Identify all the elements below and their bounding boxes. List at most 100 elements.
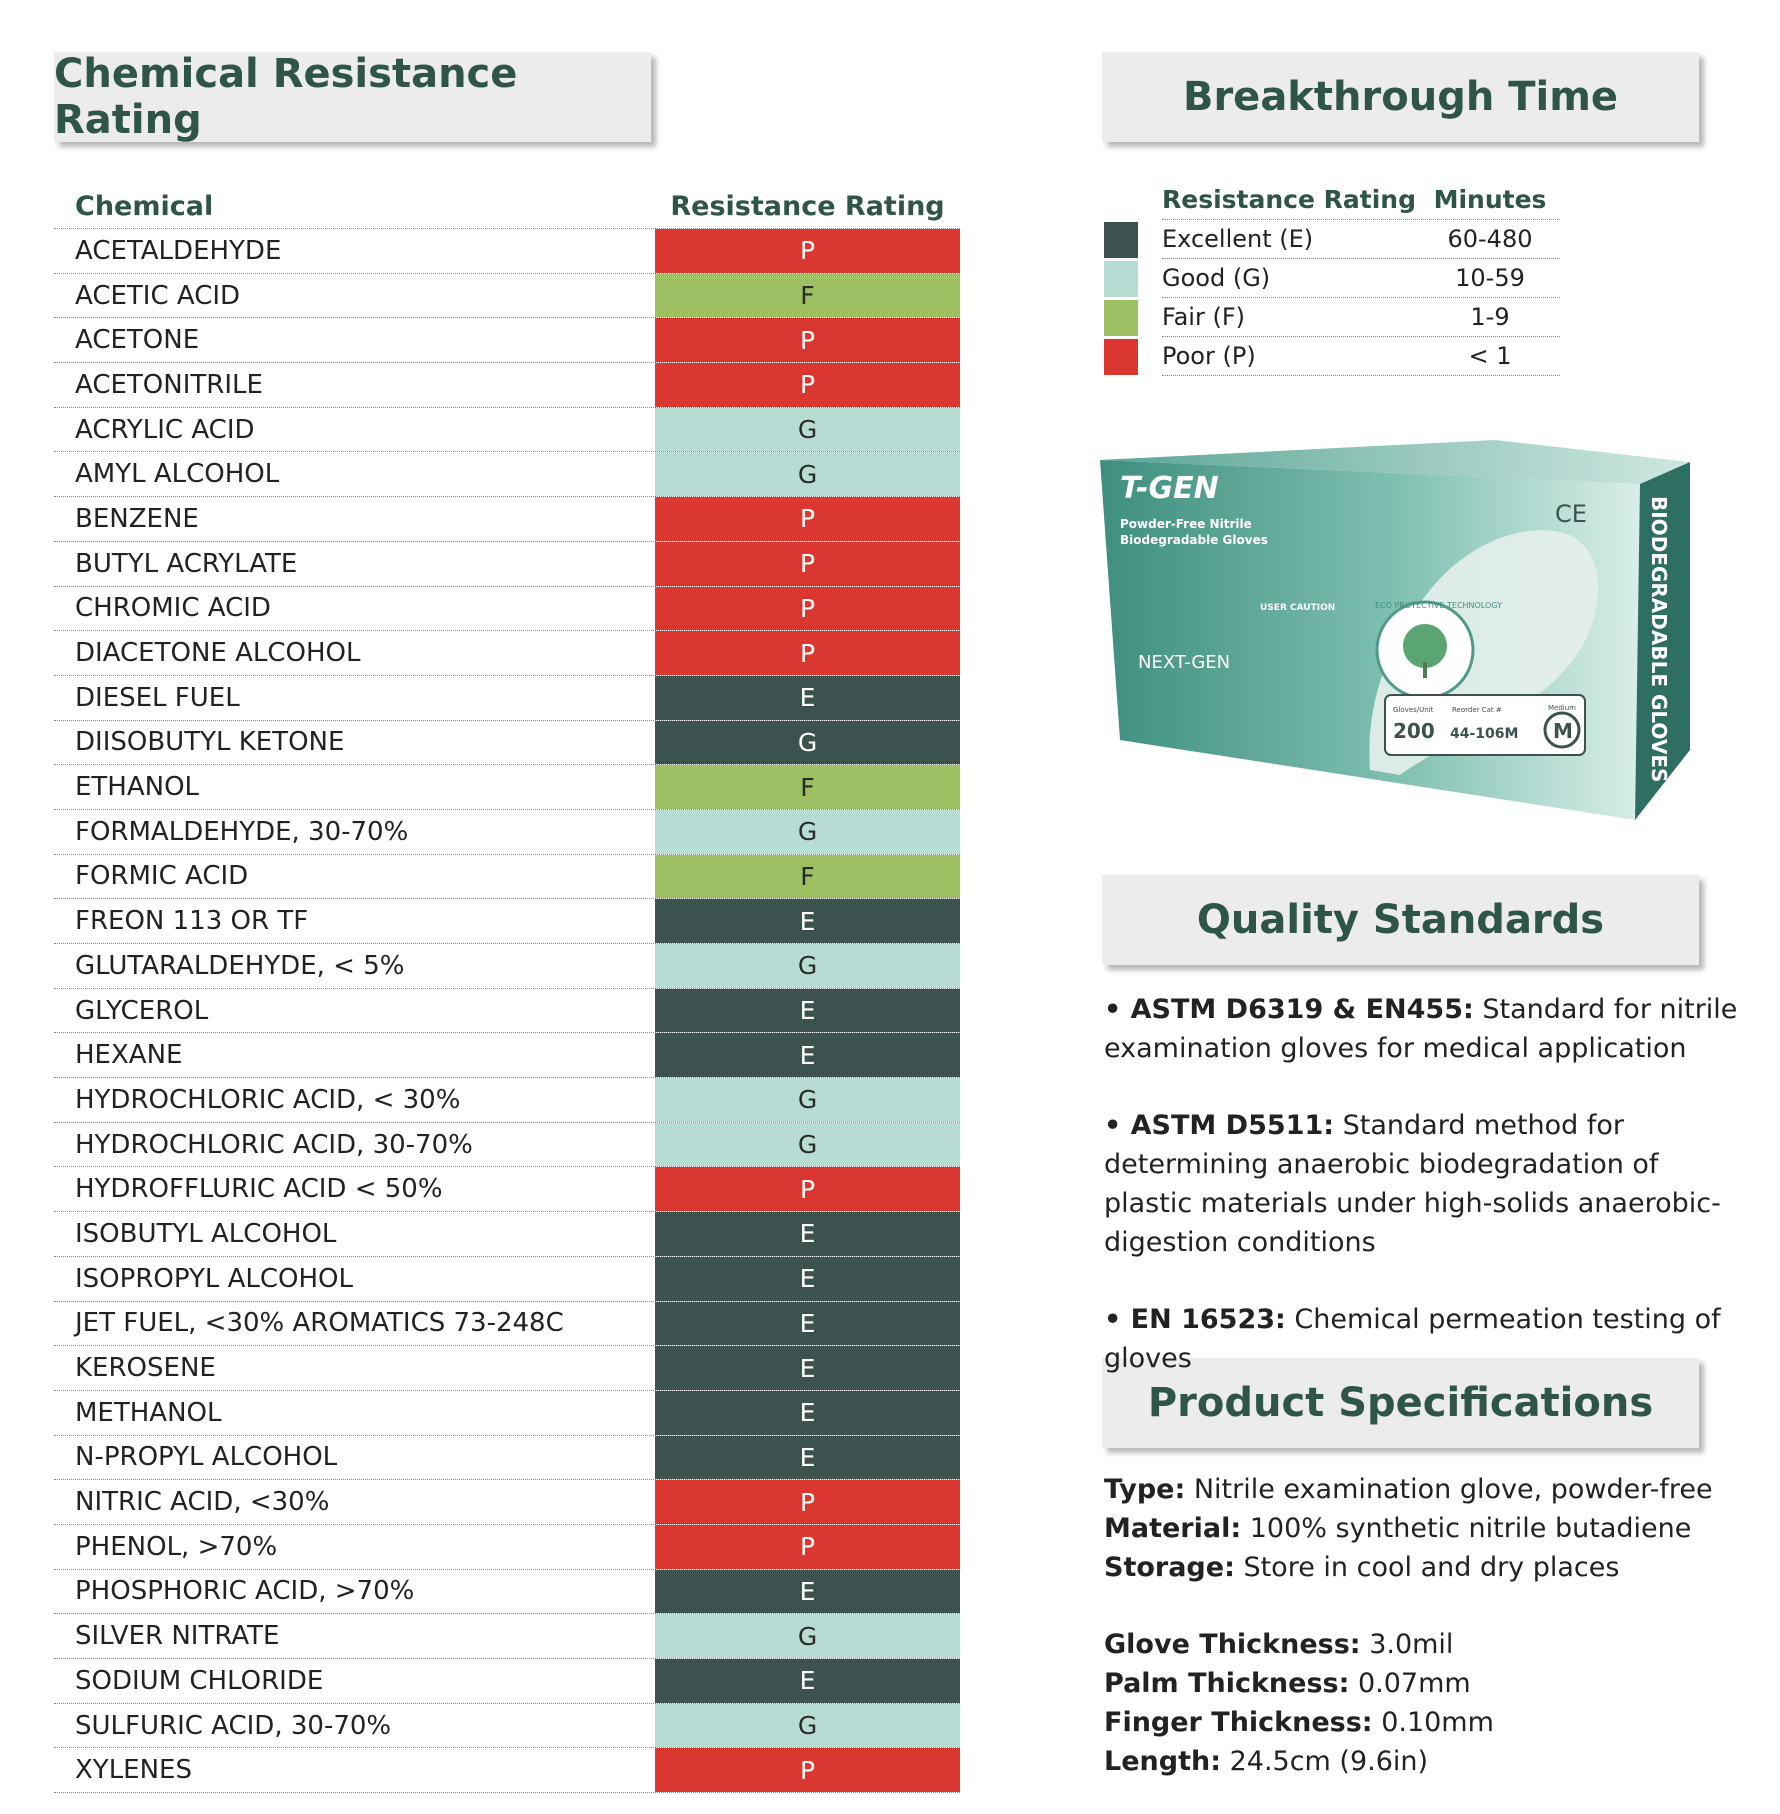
table-row: PHENOL, >70% P (54, 1524, 960, 1570)
spec-label: Length: (1104, 1746, 1221, 1777)
chemical-name: DIISOBUTYL KETONE (75, 727, 345, 758)
resistance-rating: E (655, 675, 960, 720)
box-side-face (1635, 462, 1690, 820)
resistance-rating: F (655, 854, 960, 899)
table-row: HEXANE E (54, 1033, 960, 1079)
resistance-rating: E (655, 1659, 960, 1703)
resistance-rating: F (655, 273, 960, 318)
spec-value: 24.5cm (9.6in) (1221, 1746, 1429, 1777)
chemical-name: ETHANOL (75, 772, 200, 803)
box-side-label: BIODEGRADABLE GLOVES (1647, 496, 1671, 782)
tree-icon (1403, 624, 1447, 668)
size-badge (1543, 711, 1581, 749)
chemical-name: SULFURIC ACID, 30-70% (75, 1710, 392, 1741)
spec-value: 0.07mm (1349, 1668, 1471, 1699)
chemical-name: METHANOL (75, 1397, 222, 1428)
chemical-name: DIACETONE ALCOHOL (75, 638, 361, 669)
resistance-rating: P (655, 497, 960, 541)
legend-label: Poor (P) (1162, 342, 1256, 370)
table-row: FREON 113 OR TF E (54, 899, 960, 944)
resistance-rating: P (655, 631, 960, 675)
chemical-name: FORMIC ACID (75, 861, 249, 892)
table-row: SODIUM CHLORIDE E (54, 1659, 960, 1704)
spec-value: Nitrile examination glove, powder-free (1185, 1474, 1713, 1505)
legend-header-row: Resistance Rating Minutes (1162, 180, 1560, 220)
spec-value: 100% synthetic nitrile butadiene (1241, 1513, 1692, 1544)
resistance-rating: P (655, 229, 960, 273)
chemical-name: SODIUM CHLORIDE (75, 1665, 324, 1696)
box-seal-text: ECO PROTECTIVE TECHNOLOGY (1375, 601, 1502, 610)
resistance-rating: E (655, 1390, 960, 1435)
chemical-name: KEROSENE (75, 1353, 216, 1384)
table-row: ACETIC ACID F (54, 273, 960, 319)
table-row: FORMALDEHYDE, 30-70% G (54, 809, 960, 855)
standard-code: • ASTM D5511: (1104, 1110, 1335, 1141)
table-row: ISOBUTYL ALCOHOL E (54, 1212, 960, 1257)
resistance-rating: E (655, 1435, 960, 1480)
quality-standard-item: • EN 16523: Chemical permeation testing … (1104, 1300, 1744, 1378)
spec-value: 3.0mil (1360, 1629, 1454, 1660)
resistance-rating: E (655, 1212, 960, 1256)
resistance-rating: E (655, 1569, 960, 1614)
resistance-rating: P (655, 541, 960, 586)
spec-line: Glove Thickness: 3.0mil (1104, 1625, 1744, 1664)
chemical-name: ACETONE (75, 325, 200, 356)
product-specifications-list: Type: Nitrile examination glove, powder-… (1104, 1470, 1744, 1781)
quality-standard-item: • ASTM D5511: Standard method for determ… (1104, 1106, 1744, 1262)
legend-swatch (1104, 260, 1138, 297)
chemical-name: DIESEL FUEL (75, 682, 240, 713)
chemical-name: JET FUEL, <30% AROMATICS 73-248C (75, 1308, 564, 1339)
resistance-rating: E (655, 899, 960, 943)
table-row: METHANOL E (54, 1390, 960, 1436)
chemical-name: FREON 113 OR TF (75, 906, 309, 937)
table-row: DIESEL FUEL E (54, 675, 960, 721)
resistance-rating: P (655, 318, 960, 363)
table-row: ACETONE P (54, 318, 960, 364)
spec-line: Finger Thickness: 0.10mm (1104, 1703, 1744, 1742)
table-row: DIISOBUTYL KETONE G (54, 720, 960, 766)
table-row: DIACETONE ALCOHOL P (54, 631, 960, 676)
box-line-2: Biodegradable Gloves (1120, 533, 1268, 547)
spec-value: Store in cool and dry places (1234, 1552, 1620, 1583)
resistance-rating: G (655, 809, 960, 854)
resistance-rating: G (655, 407, 960, 452)
spec-label: Palm Thickness: (1104, 1668, 1350, 1699)
table-row: NITRIC ACID, <30% P (54, 1480, 960, 1525)
box-nextgen: NEXT-GEN (1138, 652, 1230, 673)
legend-minutes: < 1 (1468, 342, 1512, 370)
chemical-name: XYLENES (75, 1755, 192, 1786)
chemical-name: ISOPROPYL ALCOHOL (75, 1263, 353, 1294)
resistance-rating: G (655, 1703, 960, 1748)
table-row: FORMIC ACID F (54, 854, 960, 900)
product-box-image: T-GEN Powder-Free Nitrile Biodegradable … (1100, 440, 1700, 830)
spec-line: Length: 24.5cm (9.6in) (1104, 1742, 1744, 1781)
legend-swatch (1104, 221, 1138, 258)
legend-column-minutes: Minutes (1433, 185, 1547, 214)
resistance-rating: E (655, 1033, 960, 1078)
resistance-rating: P (655, 1748, 960, 1793)
legend-swatch (1104, 299, 1138, 336)
column-header-rating: Resistance Rating (670, 191, 945, 222)
spec-label: Storage: (1104, 1552, 1235, 1583)
table-row: CHROMIC ACID P (54, 586, 960, 632)
legend-row: Good (G) 10-59 (1104, 259, 1560, 298)
table-row: HYDROFFLURIC ACID < 50% P (54, 1167, 960, 1213)
table-row: SULFURIC ACID, 30-70% G (54, 1703, 960, 1749)
table-row: ETHANOL F (54, 765, 960, 810)
resistance-rating: P (655, 363, 960, 407)
legend-row: Excellent (E) 60-480 (1104, 220, 1560, 259)
chemical-name: HEXANE (75, 1040, 183, 1071)
standard-description: Standard method for determining anaerobi… (1104, 1110, 1721, 1258)
resistance-rating: G (655, 1078, 960, 1122)
resistance-rating: P (655, 1524, 960, 1569)
resistance-rating: F (655, 765, 960, 809)
spec-line: Material: 100% synthetic nitrile butadie… (1104, 1509, 1744, 1548)
resistance-rating: E (655, 988, 960, 1033)
ce-mark: CE (1555, 500, 1587, 528)
table-row: JET FUEL, <30% AROMATICS 73-248C E (54, 1301, 960, 1347)
legend-row: Fair (F) 1-9 (1104, 298, 1560, 337)
legend-minutes: 1-9 (1470, 303, 1510, 331)
table-row: BENZENE P (54, 497, 960, 542)
legend-column-rating: Resistance Rating (1162, 185, 1416, 214)
chemical-table: Chemical Resistance Rating ACETALDEHYDE P… (54, 185, 960, 1794)
